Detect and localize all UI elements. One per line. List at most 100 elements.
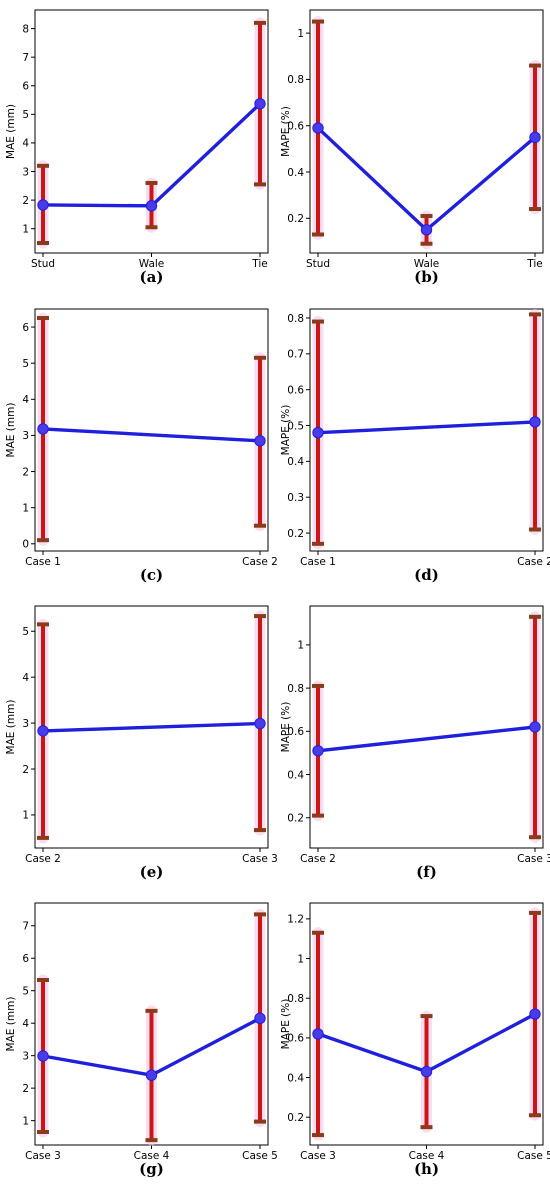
x-tick-label: Stud: [306, 258, 330, 270]
y-tick-label: 0.4: [287, 167, 304, 179]
plot-frame: [309, 605, 544, 849]
data-point: [420, 1065, 433, 1078]
data-point: [312, 426, 324, 439]
data-point: [37, 725, 49, 737]
y-tick-label: 4: [22, 394, 29, 406]
y-axis-label: MAPE (%): [280, 702, 292, 753]
panel-caption: (e): [140, 863, 164, 881]
data-point: [145, 1069, 158, 1081]
y-tick-label: 2: [22, 466, 29, 478]
data-point: [37, 199, 49, 211]
data-point: [529, 131, 541, 143]
y-tick-label: 5: [22, 626, 29, 638]
y-tick-label: 3: [22, 166, 29, 178]
y-tick-label: 2: [22, 764, 29, 776]
y-tick-label: 5: [22, 358, 29, 370]
y-tick-label: 4: [22, 1018, 29, 1030]
chart-panel-g: 1 2 3 4 5 6 7 MAE (mm) Case 3 Case 4 Case 5 (g): [5, 902, 278, 1178]
y-tick-label: 3: [22, 430, 29, 442]
x-tick-label: Case 3: [517, 853, 550, 865]
y-tick-label: 0: [22, 539, 29, 551]
y-tick-label: 0.2: [287, 1112, 304, 1124]
series-line: [317, 420, 536, 435]
y-tick-label: 7: [22, 921, 29, 933]
x-tick-label: Case 3: [242, 853, 278, 865]
chart-panel-d: 0.2 0.3 0.4 0.5 0.6 0.7 0.8 MAPE (%) Case 1 Case …: [280, 308, 550, 584]
data-point: [420, 224, 433, 236]
y-axis-label: MAPE (%): [280, 999, 292, 1050]
x-tick-label: Wale: [414, 258, 440, 270]
data-point: [254, 98, 266, 110]
plot-frame: [309, 308, 544, 552]
y-tick-label: 0.6: [287, 726, 304, 738]
y-tick-label: 0.5: [287, 420, 304, 432]
x-tick-label: Case 5: [517, 1150, 550, 1162]
y-axis-label: MAE (mm): [5, 403, 17, 458]
y-tick-label: 7: [22, 52, 29, 64]
data-point: [254, 435, 266, 447]
y-tick-label: 0.3: [287, 492, 304, 504]
y-tick-label: 0.6: [287, 384, 304, 396]
panel-caption: (b): [414, 268, 439, 286]
y-tick-label: 0.7: [287, 349, 304, 361]
y-tick-label: 4: [22, 138, 29, 150]
data-point: [37, 1050, 49, 1062]
plot-frame: [34, 605, 269, 849]
y-tick-label: 6: [22, 322, 29, 334]
x-tick-label: Tie: [251, 258, 267, 270]
y-tick-label: 4: [22, 672, 29, 684]
y-tick-label: 0.8: [287, 74, 304, 86]
y-tick-label: 1: [22, 1115, 29, 1127]
data-point: [145, 200, 158, 212]
chart-panel-h: 0.2 0.4 0.6 0.8 1 1.2 MAPE (%) Case 3 Case 4 Case…: [280, 902, 550, 1178]
y-tick-label: 0.6: [287, 1033, 304, 1045]
data-point: [312, 1028, 324, 1040]
y-tick-label: 0.6: [287, 121, 304, 133]
y-tick-label: 0.8: [287, 313, 304, 325]
y-tick-label: 0.8: [287, 683, 304, 695]
data-point: [37, 423, 49, 435]
x-tick-label: Case 3: [25, 1150, 61, 1162]
y-tick-label: 0.4: [287, 1072, 304, 1084]
chart-panel-b: 0.2 0.4 0.6 0.8 1 MAPE (%) Stud Wale Tie (b): [280, 9, 544, 286]
y-tick-label: 1: [22, 810, 29, 822]
panel-caption: (h): [414, 1160, 439, 1178]
y-tick-label: 1: [297, 953, 304, 965]
y-tick-label: 1: [297, 640, 304, 652]
x-tick-label: Case 2: [25, 853, 61, 865]
x-tick-label: Wale: [139, 258, 165, 270]
chart-panel-c: 0 1 2 3 4 5 6 MAE (mm) Case 1 Case 2 (c): [5, 308, 278, 584]
panel-caption: (a): [140, 268, 164, 286]
data-point: [529, 416, 541, 428]
plot-frame: [34, 308, 269, 552]
series-line: [42, 427, 261, 443]
y-tick-label: 1.2: [287, 914, 304, 926]
panel-caption: (c): [140, 566, 163, 584]
y-tick-label: 0.4: [287, 456, 304, 468]
data-point: [254, 717, 266, 730]
y-tick-label: 2: [22, 195, 29, 207]
panel-caption: (g): [139, 1160, 164, 1178]
y-tick-label: 6: [22, 81, 29, 93]
chart-panel-e: 1 2 3 4 5 MAE (mm) Case 2 Case 3 (e): [5, 605, 278, 881]
y-tick-label: 0.2: [287, 213, 304, 225]
data-point: [254, 1012, 266, 1025]
x-tick-label: Case 1: [25, 556, 61, 568]
y-axis-label: MAE (mm): [5, 700, 17, 755]
x-tick-label: Case 2: [517, 556, 550, 568]
chart-panel-a: 1 2 3 4 5 6 7 8 MAE (mm) Stud Wale Tie (a): [5, 9, 269, 286]
data-point: [312, 745, 324, 757]
x-tick-label: Case 2: [242, 556, 278, 568]
y-tick-label: 8: [22, 23, 29, 35]
y-tick-label: 0.2: [287, 528, 304, 540]
y-tick-label: 0.4: [287, 769, 304, 781]
x-tick-label: Case 4: [409, 1150, 445, 1162]
y-tick-label: 0.2: [287, 813, 304, 825]
y-tick-label: 1: [297, 28, 304, 40]
series-line: [42, 721, 261, 733]
chart-panel-f: 0.2 0.4 0.6 0.8 1 MAPE (%) Case 2 Case 3 (f): [280, 605, 550, 881]
y-tick-label: 2: [22, 1083, 29, 1095]
y-tick-label: 5: [22, 109, 29, 121]
y-tick-label: 3: [22, 1050, 29, 1062]
